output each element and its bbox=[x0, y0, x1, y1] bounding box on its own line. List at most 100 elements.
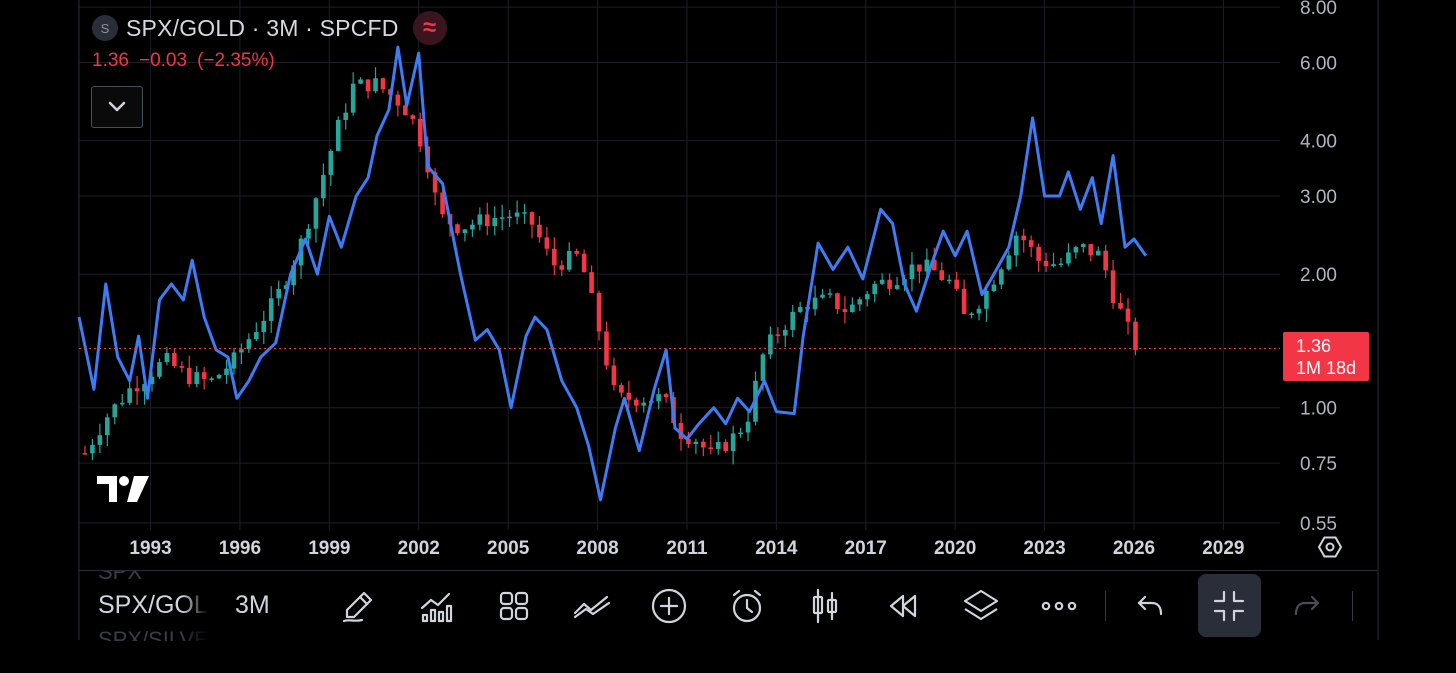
candle bbox=[261, 310, 267, 345]
candle bbox=[1051, 252, 1056, 268]
candle bbox=[626, 380, 632, 408]
candle bbox=[365, 79, 371, 99]
candle bbox=[462, 228, 468, 242]
candle bbox=[894, 276, 900, 291]
candle bbox=[1036, 243, 1041, 272]
chevron-down-icon bbox=[108, 101, 126, 112]
interval-button[interactable]: 3M bbox=[235, 591, 270, 619]
candle bbox=[276, 280, 281, 306]
candle bbox=[693, 438, 699, 455]
y-tick-label: 6.00 bbox=[1300, 54, 1337, 75]
y-tick-label: 4.00 bbox=[1300, 132, 1337, 153]
x-tick-label: 2023 bbox=[1023, 538, 1065, 559]
compare-icon[interactable] bbox=[570, 585, 614, 627]
more-icon[interactable] bbox=[1037, 585, 1081, 627]
symbol-legend[interactable]: S SPX/GOLD · 3M · SPCFD ≈ 1.36 −0.03 (−2… bbox=[92, 11, 447, 72]
candle bbox=[484, 202, 490, 236]
candle bbox=[850, 297, 855, 313]
candle bbox=[835, 292, 840, 314]
candle bbox=[864, 290, 870, 307]
candle bbox=[1066, 243, 1071, 267]
candle bbox=[1043, 252, 1049, 273]
candle bbox=[201, 366, 207, 390]
last-price: 1.36 bbox=[92, 50, 129, 71]
candle bbox=[969, 311, 974, 319]
candle bbox=[313, 197, 319, 243]
candle bbox=[343, 103, 349, 130]
candle bbox=[663, 392, 669, 403]
layers-icon[interactable] bbox=[959, 585, 1003, 627]
candle bbox=[417, 112, 423, 153]
candle bbox=[633, 397, 639, 413]
candle bbox=[656, 388, 661, 409]
candle bbox=[812, 285, 818, 316]
candle bbox=[231, 348, 237, 375]
candle bbox=[909, 251, 915, 292]
x-tick-label: 2029 bbox=[1202, 538, 1244, 559]
symbol-title[interactable]: SPX/GOLD · 3M · SPCFD bbox=[126, 14, 399, 41]
candle bbox=[507, 210, 512, 228]
candle bbox=[350, 72, 356, 116]
candle bbox=[775, 327, 781, 344]
candle bbox=[619, 382, 624, 398]
candle-style-icon[interactable] bbox=[803, 585, 847, 627]
candle bbox=[1081, 243, 1086, 253]
alert-clock-icon[interactable] bbox=[725, 585, 769, 627]
candle bbox=[1021, 228, 1027, 253]
x-tick-label: 2020 bbox=[934, 538, 976, 559]
y-axis: 8.00 6.00 4.00 3.00 2.00 1.00 0.75 0.55 bbox=[1300, 0, 1337, 535]
candle bbox=[1013, 231, 1019, 267]
candle bbox=[961, 279, 967, 315]
candle bbox=[730, 425, 736, 465]
candle bbox=[872, 280, 878, 303]
indicators-icon[interactable] bbox=[414, 585, 458, 627]
add-icon[interactable] bbox=[647, 585, 691, 627]
candle bbox=[380, 77, 386, 94]
candle bbox=[686, 431, 691, 448]
x-tick-label: 2002 bbox=[398, 538, 440, 559]
legend-collapse-button[interactable] bbox=[91, 86, 143, 128]
exit-fullscreen-button[interactable] bbox=[1198, 574, 1261, 637]
candle bbox=[782, 324, 788, 348]
candle bbox=[708, 435, 714, 455]
redo-icon[interactable] bbox=[1285, 585, 1329, 627]
compare-line bbox=[77, 45, 1148, 502]
candle bbox=[790, 304, 796, 338]
replay-icon[interactable] bbox=[881, 585, 925, 627]
axis-settings-icon[interactable] bbox=[1317, 536, 1343, 558]
candle bbox=[82, 445, 88, 455]
y-tick-label: 3.00 bbox=[1300, 187, 1337, 208]
candle bbox=[715, 431, 721, 455]
x-axis: 1993 1996 1999 2002 2005 2008 2011 2014 2017 2020… bbox=[129, 538, 1244, 559]
candle bbox=[581, 249, 587, 273]
candle bbox=[976, 305, 982, 321]
candle bbox=[112, 403, 118, 425]
exit-fullscreen-icon[interactable] bbox=[1207, 585, 1251, 627]
candle bbox=[768, 326, 773, 359]
toolbar-separator bbox=[1105, 591, 1106, 621]
undo-icon[interactable] bbox=[1128, 585, 1172, 627]
candle bbox=[857, 297, 863, 312]
x-tick-label: 2017 bbox=[845, 538, 887, 559]
candle bbox=[984, 284, 989, 322]
candle bbox=[641, 397, 647, 413]
layout-grid-icon[interactable] bbox=[492, 585, 536, 627]
price-change-percent: (−2.35%) bbox=[197, 50, 275, 71]
pencil-icon[interactable] bbox=[336, 585, 380, 627]
y-tick-label: 1.00 bbox=[1300, 399, 1337, 420]
candle bbox=[701, 438, 706, 457]
indicator-wave-icon[interactable]: ≈ bbox=[412, 11, 447, 45]
candle bbox=[321, 163, 326, 207]
candle bbox=[335, 116, 341, 152]
candle bbox=[1088, 244, 1094, 262]
candle bbox=[537, 216, 542, 243]
symbol-switcher[interactable]: SPX SPX/GOLD SPX/SILVER bbox=[98, 571, 208, 641]
candle bbox=[246, 333, 252, 353]
price-tag-value: 1.36 bbox=[1296, 336, 1332, 356]
candle bbox=[917, 264, 922, 284]
bottom-toolbar: SPX SPX/GOLD SPX/SILVER 3M bbox=[79, 570, 1377, 641]
candle bbox=[1006, 251, 1012, 271]
candle bbox=[611, 357, 617, 391]
